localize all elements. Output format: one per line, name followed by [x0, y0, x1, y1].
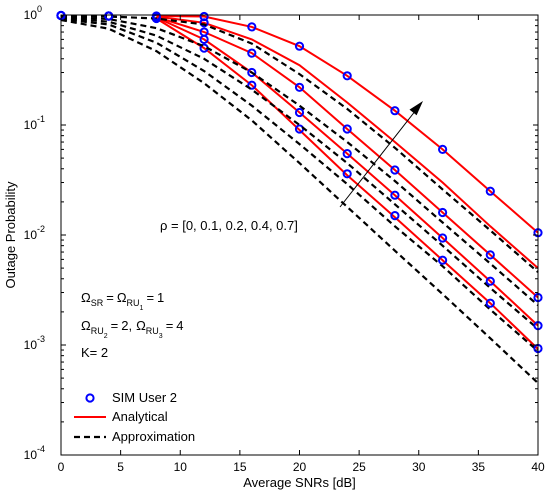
y-axis-label: Outage Probability: [3, 181, 18, 288]
analytical-line-rho-0-2: [156, 16, 539, 299]
analytical-line-rho-0: [155, 17, 539, 350]
x-axis-label: Average SNRs [dB]: [243, 475, 355, 490]
y-tick-label: 10: [24, 338, 38, 352]
sim-point-rho-0-2: [199, 27, 209, 37]
legend-item-analytical: Analytical: [74, 409, 168, 424]
y-tick-exponent: -3: [37, 334, 45, 344]
analytical-line-rho-0-7: [156, 15, 539, 234]
sim-point-rho-0-2: [342, 149, 352, 159]
sim-point-rho-0-7: [247, 22, 257, 32]
sim-point-rho-0-4: [390, 165, 400, 175]
x-tick-label: 25: [352, 460, 366, 474]
x-tick-label: 30: [412, 460, 426, 474]
omega-line-1: ΩSR = ΩRU1= 1: [81, 290, 164, 312]
sim-point-rho-0-1: [485, 298, 495, 308]
sim-point-rho-0-4: [294, 82, 305, 92]
sim-point-rho-0-1: [438, 255, 448, 265]
k-label: K= 2: [81, 345, 108, 360]
parameters-annotation: ΩSR = ΩRU1= 1 ΩRU2= 2, ΩRU3= 4 K= 2: [81, 290, 184, 360]
x-tick-label: 15: [233, 460, 247, 474]
sim-point-rho-0-2: [438, 233, 448, 243]
sim-point-rho-0-4: [247, 48, 257, 58]
x-tick-label: 0: [58, 460, 65, 474]
sim-point-rho-0-2: [294, 107, 305, 118]
sim-point-rho-0-7: [151, 11, 161, 21]
y-tick-exponent: -1: [37, 114, 45, 124]
rho-label: ρ = [0, 0.1, 0.2, 0.4, 0.7]: [160, 218, 298, 233]
sim-point-rho-0-2: [485, 276, 495, 286]
y-tick-exponent: -2: [37, 224, 45, 234]
series-layer: [56, 10, 543, 384]
legend-item-approximation: Approximation: [74, 429, 195, 444]
approximation-line-rho-0-7: [60, 14, 539, 273]
sim-point-rho-0-2: [247, 67, 257, 78]
sim-point-rho-0-1: [390, 211, 400, 221]
x-tick-label: 40: [531, 460, 545, 474]
y-tick-label: 10: [24, 8, 38, 22]
sim-point-rho-0-7: [390, 106, 400, 116]
y-tick-exponent: 0: [37, 4, 42, 14]
legend-label-approximation: Approximation: [112, 429, 195, 444]
x-tick-label: 5: [117, 460, 124, 474]
sim-point-rho-0-7: [199, 11, 209, 22]
sim-point-rho-0-2: [390, 190, 400, 200]
legend-label-sim: SIM User 2: [112, 390, 177, 405]
rho-annotation: ρ = [0, 0.1, 0.2, 0.4, 0.7]: [160, 101, 423, 233]
y-tick-exponent: -4: [37, 444, 45, 454]
omega-line-2: ΩRU2= 2, ΩRU3= 4: [81, 318, 184, 340]
x-tick-label: 35: [472, 460, 486, 474]
sim-point-rho-0-7: [485, 186, 495, 196]
legend: SIM User 2 Analytical Approximation: [74, 390, 195, 444]
approximation-line-rho-0: [60, 18, 539, 384]
rho-arrow-shaft: [339, 109, 417, 208]
x-tick-label: 10: [174, 460, 188, 474]
sim-point-rho-0-4: [438, 207, 448, 218]
legend-label-analytical: Analytical: [112, 409, 168, 424]
sim-point-rho-0-4: [485, 250, 495, 260]
approximation-line-rho-0-2: [60, 16, 539, 330]
approximation-line-rho-0-4: [60, 15, 539, 307]
y-tick-label: 10: [24, 448, 38, 462]
sim-point-rho-0-7: [342, 71, 352, 81]
sim-point-rho-0-7: [438, 144, 448, 154]
sim-point-rho-0-7: [104, 11, 114, 21]
x-tick-label: 20: [293, 460, 307, 474]
rho-arrow-head: [409, 101, 423, 116]
sim-point-rho-0-1: [247, 80, 257, 90]
legend-item-sim: SIM User 2: [85, 390, 177, 405]
approximation-line-rho-0-1: [60, 17, 539, 352]
sim-point-rho-0-1: [342, 169, 352, 179]
y-tick-label: 10: [24, 228, 38, 242]
y-tick-label: 10: [24, 118, 38, 132]
analytical-line-rho-0-1: [155, 16, 539, 327]
sim-point-rho-0-4: [342, 124, 352, 134]
analytical-line-rho-0-4: [156, 15, 539, 269]
legend-marker-sim: [85, 393, 95, 403]
sim-point-rho-0-7: [294, 41, 305, 51]
